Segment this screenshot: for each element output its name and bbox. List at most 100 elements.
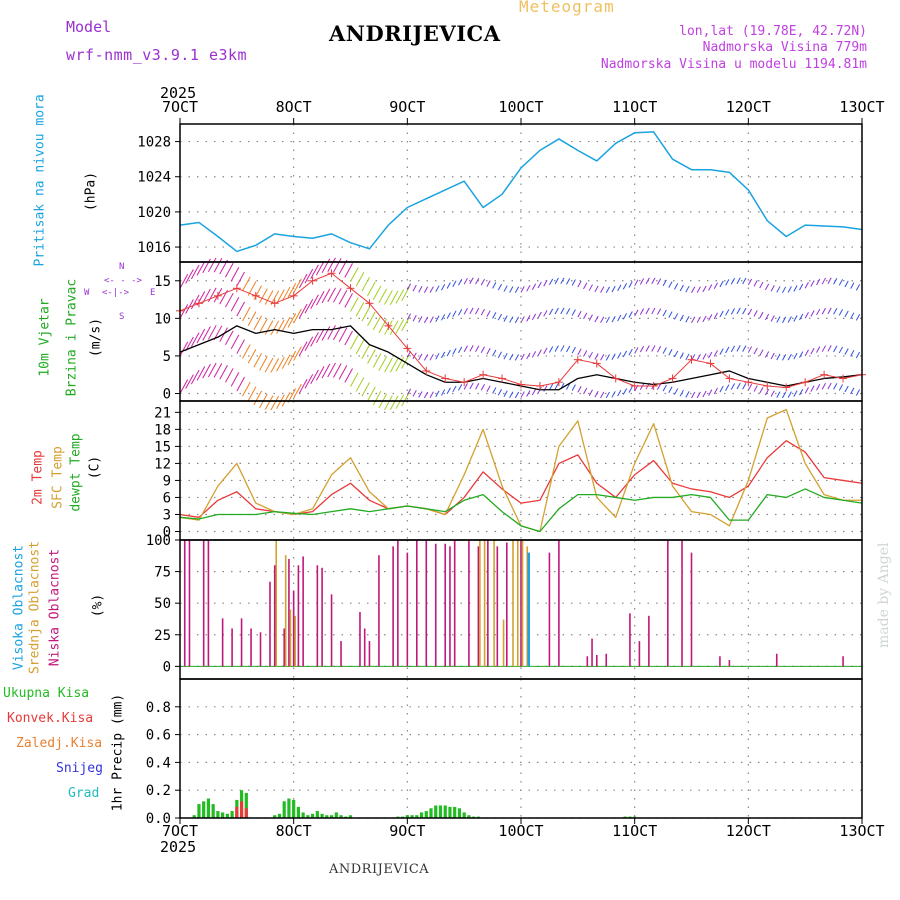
wind-barb — [406, 283, 412, 290]
wind-barb — [225, 368, 234, 383]
wind-barb — [497, 351, 503, 358]
wind-barb — [298, 341, 308, 356]
wind-barb — [264, 290, 274, 305]
wind-barb — [389, 320, 399, 336]
wind-barb — [270, 395, 280, 411]
wind-barb — [514, 286, 520, 294]
model-name: wrf-nmm_v3.9.1 e3km — [66, 46, 248, 64]
y-tick-label: 15 — [154, 439, 171, 455]
wind-barb — [469, 277, 474, 285]
wind-barb — [600, 316, 605, 323]
wind-barb — [253, 353, 263, 368]
wind-barb — [270, 320, 280, 336]
compass-arrow-up: <- - -> — [104, 276, 142, 286]
wind-barb — [372, 390, 382, 406]
wind-barb — [628, 386, 633, 393]
wind-barb — [304, 268, 314, 284]
wind-barb — [440, 314, 446, 321]
wind-barb — [588, 314, 593, 321]
wind-barb — [514, 354, 520, 361]
wind-barb — [833, 277, 838, 285]
wind-barb — [418, 391, 423, 398]
wind-barb — [196, 366, 206, 381]
wind-barb — [509, 391, 514, 398]
wind-barb — [696, 286, 701, 293]
wind-barb — [662, 347, 667, 354]
wind-barb — [622, 350, 628, 358]
footer-location: ANDRIJEVICA — [329, 862, 430, 877]
wind-barb — [674, 283, 679, 290]
y-tick-label: 0 — [163, 524, 171, 540]
precip-total-bar — [320, 813, 324, 818]
wind-barb — [372, 315, 382, 331]
wind-barb — [315, 366, 325, 381]
wind-barb — [230, 372, 240, 387]
wind-barb — [725, 279, 730, 286]
precip-total-bar — [211, 804, 215, 818]
wind-barb — [355, 377, 365, 392]
wind-barb — [236, 301, 245, 317]
wind-barb — [679, 389, 684, 397]
wind-barb — [503, 315, 508, 322]
wind-barb — [333, 363, 342, 378]
wind-barb — [435, 390, 440, 398]
wind-barb — [253, 285, 263, 300]
wind-barb — [588, 284, 593, 291]
wind-barb — [679, 284, 684, 292]
wind-barb — [185, 269, 194, 284]
y-tick-label: 0.4 — [146, 755, 171, 771]
wind-barb — [378, 288, 388, 304]
wind-barb — [458, 384, 463, 391]
wind-barb — [281, 392, 291, 407]
wind-barb — [327, 257, 336, 273]
wind-barb — [850, 387, 855, 395]
top-day-tick-label: 7OCT — [162, 98, 198, 116]
precip-total-bar — [230, 811, 234, 818]
wind-barb — [617, 389, 622, 397]
wind-barb — [367, 281, 376, 297]
wind-barb — [446, 312, 451, 319]
wind-barb — [736, 307, 741, 315]
y-tick-label: 3 — [163, 507, 171, 523]
wind-barb — [344, 368, 353, 383]
y-tick-label: 75 — [154, 565, 171, 581]
wind-barb — [810, 347, 815, 355]
wind-barb — [577, 386, 582, 393]
wind-barb — [668, 348, 673, 356]
wind-barb — [776, 316, 781, 323]
wind-barb — [315, 260, 325, 276]
wind-barb — [321, 363, 331, 379]
wind-barb — [776, 353, 781, 361]
wind-barb — [719, 348, 724, 355]
wind-barb — [548, 278, 554, 286]
wind-barb — [253, 315, 263, 330]
wind-barb — [742, 277, 747, 285]
wind-barb — [696, 391, 701, 399]
wind-barb — [725, 384, 730, 391]
y-tick-label: 9 — [163, 473, 171, 489]
wind-barb — [799, 313, 804, 321]
wind-barb — [799, 388, 804, 396]
wind-barb — [230, 334, 240, 350]
wind-barb — [190, 264, 200, 280]
wind-barb — [804, 312, 809, 319]
precip-total-bar — [292, 799, 296, 818]
wind-barb — [736, 345, 741, 352]
wind-barb — [827, 277, 832, 285]
wind-barb — [236, 271, 245, 287]
wind-barb — [770, 352, 775, 360]
wind-barb — [281, 286, 291, 302]
wind-barb — [486, 385, 491, 393]
wind-barb — [560, 277, 565, 285]
wind-barb — [719, 280, 724, 288]
wind-barb — [600, 391, 605, 399]
wind-barb — [469, 307, 474, 315]
wind-barb — [764, 388, 770, 396]
wind-barb — [475, 307, 480, 315]
wind-barb — [361, 276, 371, 292]
wind-barb — [378, 318, 388, 334]
bottom-day-tick-label: 9OCT — [389, 822, 425, 840]
wind-barb — [475, 383, 480, 390]
wind-barb — [725, 346, 730, 354]
wind-barb — [577, 310, 582, 318]
